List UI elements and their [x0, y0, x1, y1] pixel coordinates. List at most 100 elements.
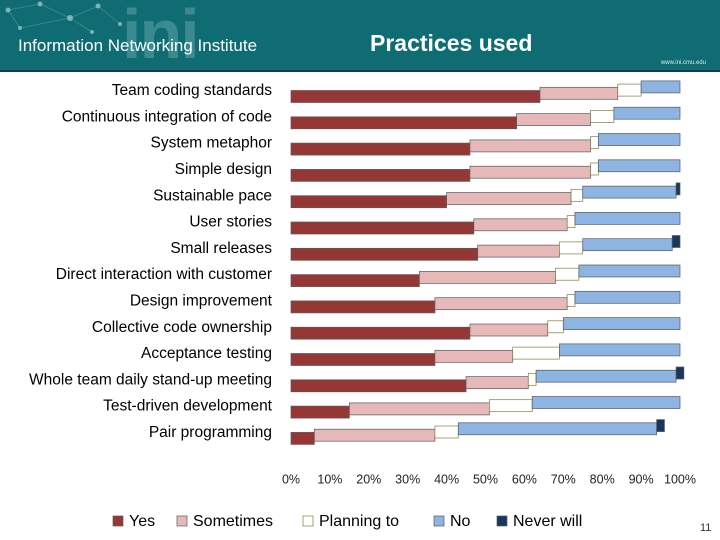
- bar-yes-user-stories: [290, 221, 475, 235]
- bar-sometimes-collective-code-ownership: [469, 323, 549, 337]
- category-label-team-coding-standards: Team coding standards: [112, 82, 273, 99]
- bar-planning-to-team-coding-standards: [617, 83, 642, 97]
- bar-no-pair-programming: [457, 422, 658, 436]
- bar-sometimes-team-coding-standards: [539, 86, 619, 100]
- bar-no-continuous-integration-of-code: [613, 106, 681, 120]
- bar-sometimes-test-driven-development: [349, 402, 490, 416]
- bar-sometimes-system-metaphor: [469, 139, 591, 153]
- bar-sometimes-user-stories: [473, 218, 568, 232]
- x-axis-ticks: 0% 10% 20% 30% 40% 50% 60% 70% 80% 90% 100%: [282, 472, 696, 486]
- bar-no-simple-design: [597, 159, 681, 173]
- bar-planning-to-design-improvement: [566, 294, 576, 307]
- slide-title: Practices used: [370, 30, 533, 56]
- ini-logo-watermark: ini: [122, 0, 200, 70]
- category-label-user-stories: User stories: [189, 214, 272, 231]
- legend-swatch-never-will: [496, 515, 508, 527]
- bar-planning-to-pair-programming: [434, 425, 459, 439]
- category-label-direct-interaction-with-customer: Direct interaction with customer: [56, 266, 272, 283]
- bar-no-small-releases: [582, 238, 673, 252]
- bar-yes-small-releases: [290, 247, 479, 261]
- bar-never-will-pair-programming: [656, 419, 665, 432]
- bar-planning-to-test-driven-development: [489, 399, 533, 413]
- bar-planning-to-collective-code-ownership: [547, 320, 564, 334]
- category-label-test-driven-development: Test-driven development: [103, 398, 273, 415]
- legend-swatch-sometimes: [176, 515, 188, 527]
- bar-sometimes-small-releases: [477, 244, 560, 258]
- bar-yes-sustainable-pace: [290, 195, 447, 209]
- bar-sometimes-direct-interaction-with-customer: [419, 271, 556, 284]
- bar-no-design-improvement: [574, 290, 681, 304]
- slide-header: ini Information Networking Institute Pra…: [0, 0, 720, 70]
- category-label-system-metaphor: System metaphor: [151, 135, 272, 152]
- bar-never-will-whole-team-daily-stand-up-meeting: [675, 366, 685, 380]
- x-tick-80: 80%: [590, 472, 615, 486]
- bar-yes-continuous-integration-of-code: [290, 116, 517, 130]
- legend-swatch-planning-to: [302, 515, 314, 527]
- bar-never-will-sustainable-pace: [675, 182, 681, 196]
- bar-sometimes-design-improvement: [434, 297, 568, 311]
- bar-yes-direct-interaction-with-customer: [290, 274, 420, 287]
- category-labels: Team coding standards Continuous integrat…: [29, 82, 273, 441]
- bar-yes-team-coding-standards: [290, 90, 541, 103]
- x-tick-20: 20%: [356, 472, 381, 486]
- x-tick-70: 70%: [551, 472, 576, 486]
- x-tick-60: 60%: [512, 472, 537, 486]
- bar-sometimes-whole-team-daily-stand-up-meeting: [465, 376, 529, 389]
- header-divider: [0, 70, 720, 72]
- header-url: www.ini.cmu.edu: [660, 60, 706, 66]
- page-number: 11: [700, 522, 712, 534]
- bar-yes-design-improvement: [290, 300, 436, 314]
- bar-sometimes-pair-programming: [313, 428, 436, 442]
- bar-no-direct-interaction-with-customer: [578, 264, 681, 278]
- category-label-collective-code-ownership: Collective code ownership: [92, 319, 272, 336]
- bar-yes-test-driven-development: [290, 405, 350, 419]
- category-label-pair-programming: Pair programming: [149, 424, 272, 441]
- bar-no-test-driven-development: [531, 396, 681, 409]
- bar-no-sustainable-pace: [582, 185, 677, 199]
- bar-sometimes-simple-design: [469, 165, 591, 179]
- legend-label-sometimes: Sometimes: [193, 513, 273, 530]
- category-label-small-releases: Small releases: [170, 240, 272, 257]
- legend-label-never-will: Never will: [513, 513, 582, 530]
- x-tick-50: 50%: [473, 472, 498, 486]
- category-label-whole-team-daily-stand-up-meeting: Whole team daily stand-up meeting: [29, 371, 272, 388]
- bar-yes-system-metaphor: [290, 142, 471, 156]
- bar-planning-to-direct-interaction-with-customer: [555, 267, 580, 281]
- bar-planning-to-acceptance-testing: [512, 346, 560, 360]
- bar-sometimes-acceptance-testing: [434, 349, 514, 363]
- bar-yes-acceptance-testing: [290, 353, 436, 366]
- bar-never-will-small-releases: [671, 235, 681, 248]
- bar-planning-to-sustainable-pace: [570, 188, 584, 202]
- bar-no-system-metaphor: [597, 133, 681, 146]
- bar-planning-to-continuous-integration-of-code: [590, 110, 615, 123]
- bar-no-user-stories: [574, 212, 681, 225]
- category-label-acceptance-testing: Acceptance testing: [141, 345, 272, 362]
- bar-planning-to-simple-design: [590, 162, 599, 176]
- x-tick-100: 100%: [664, 472, 696, 486]
- bar-planning-to-user-stories: [566, 215, 576, 228]
- legend-label-planning-to: Planning to: [319, 513, 399, 530]
- category-label-continuous-integration-of-code: Continuous integration of code: [62, 108, 272, 125]
- bar-yes-pair-programming: [290, 432, 315, 445]
- bar-sometimes-continuous-integration-of-code: [516, 113, 591, 126]
- bar-segments: [290, 80, 685, 445]
- legend-swatch-no: [433, 515, 445, 527]
- bar-yes-collective-code-ownership: [290, 326, 471, 340]
- practices-chart: Team coding standards Continuous integrat…: [29, 80, 696, 530]
- legend-label-yes: Yes: [129, 513, 155, 530]
- network-decoration: [5, 1, 122, 34]
- bar-planning-to-small-releases: [559, 241, 584, 255]
- x-tick-30: 30%: [395, 472, 420, 486]
- bar-planning-to-whole-team-daily-stand-up-meeting: [527, 373, 537, 386]
- x-tick-40: 40%: [434, 472, 459, 486]
- institute-name: Information Networking Institute: [18, 36, 258, 55]
- x-tick-0: 0%: [282, 472, 300, 486]
- x-tick-10: 10%: [317, 472, 342, 486]
- legend-swatch-yes: [112, 515, 124, 527]
- bar-yes-whole-team-daily-stand-up-meeting: [290, 379, 467, 393]
- bar-no-acceptance-testing: [559, 343, 681, 357]
- category-label-sustainable-pace: Sustainable pace: [153, 187, 272, 204]
- bar-no-team-coding-standards: [640, 80, 681, 94]
- bar-sometimes-sustainable-pace: [446, 192, 572, 205]
- bar-yes-simple-design: [290, 169, 471, 182]
